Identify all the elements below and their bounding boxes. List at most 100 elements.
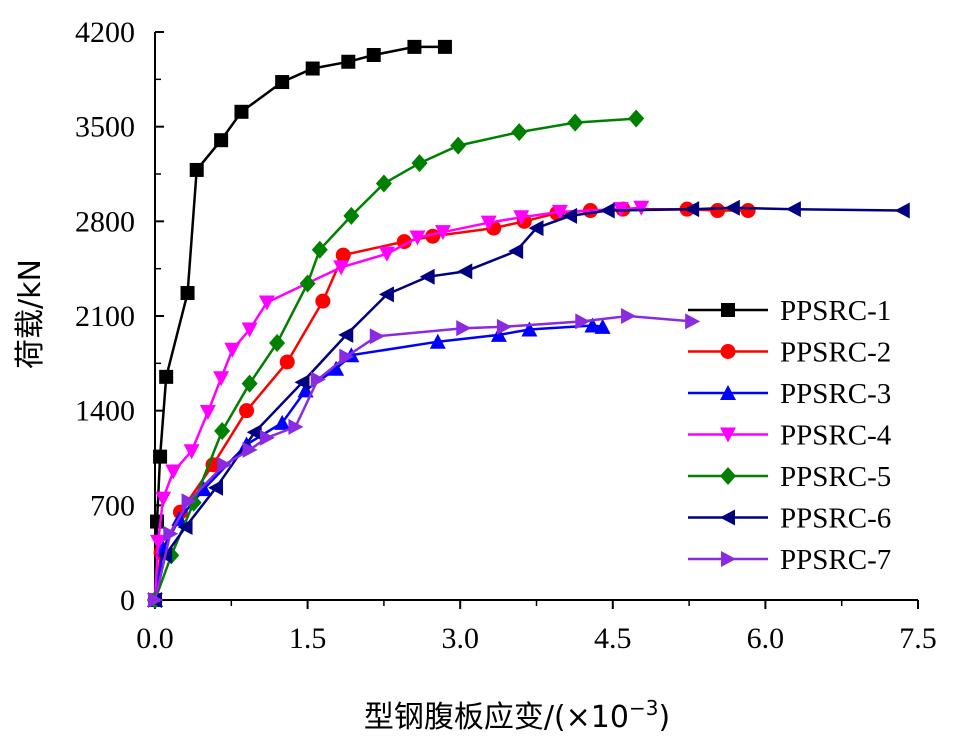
series-layer: [147, 39, 910, 609]
data-point: [628, 109, 645, 128]
data-point: [315, 293, 331, 309]
data-point: [633, 200, 650, 216]
y-tick-label: 0: [120, 584, 135, 617]
data-point: [214, 133, 229, 148]
data-point: [259, 429, 275, 446]
legend-item: PPSRC-4: [688, 420, 892, 452]
x-tick-label: 1.5: [289, 622, 327, 655]
legend-marker: [720, 467, 736, 485]
legend-label: PPSRC-2: [780, 337, 891, 369]
data-point: [575, 313, 591, 330]
data-point: [335, 247, 351, 263]
data-point: [341, 54, 356, 69]
data-point: [183, 444, 200, 460]
data-point: [208, 479, 224, 496]
data-point: [457, 263, 473, 280]
data-point: [724, 199, 740, 216]
data-point: [684, 201, 700, 218]
data-point: [234, 104, 249, 119]
data-point: [599, 202, 615, 219]
series-line: [153, 206, 642, 601]
data-point: [297, 382, 314, 398]
data-point: [163, 525, 179, 542]
data-point: [328, 360, 345, 376]
data-point: [150, 534, 167, 550]
data-point: [299, 274, 316, 293]
data-point: [159, 369, 174, 384]
data-point: [419, 268, 435, 285]
y-tick-label: 700: [90, 489, 135, 522]
legend-marker: [720, 385, 736, 400]
data-point: [311, 240, 328, 259]
legend-label: PPSRC-1: [780, 295, 891, 327]
series-ppsrc-4: [147, 200, 650, 608]
data-point: [275, 75, 290, 90]
data-point: [214, 421, 231, 440]
legend-label: PPSRC-7: [780, 544, 891, 576]
data-point: [710, 203, 726, 219]
data-point: [378, 286, 394, 303]
legend-label: PPSRC-6: [780, 503, 891, 535]
data-point: [195, 481, 212, 497]
legend: PPSRC-1 PPSRC-2 PPSRC-3 PPSRC-4 PPSRC-5 PPSRC…: [688, 295, 892, 576]
data-point: [180, 286, 195, 301]
series-ppsrc-5: [147, 109, 645, 609]
legend-item: PPSRC-7: [688, 544, 891, 576]
data-point: [511, 123, 528, 142]
y-tick-label: 1400: [75, 395, 135, 428]
x-tick-label: 7.5: [899, 622, 937, 655]
series-ppsrc-1: [148, 39, 452, 607]
legend-marker: [721, 551, 736, 567]
x-axis-title-tail: ): [658, 700, 670, 735]
legend-label: PPSRC-4: [780, 420, 892, 452]
data-point: [456, 320, 472, 337]
data-point: [242, 441, 258, 458]
data-point: [338, 326, 354, 343]
data-point: [213, 371, 230, 387]
data-point: [155, 491, 172, 507]
data-point: [333, 260, 350, 276]
data-point: [148, 592, 163, 608]
data-point: [375, 174, 392, 193]
data-point: [269, 334, 286, 353]
data-point: [241, 374, 258, 393]
x-tick-label: 4.5: [594, 622, 632, 655]
data-point: [434, 225, 451, 241]
data-point: [189, 162, 204, 177]
legend-item: PPSRC-2: [688, 337, 891, 369]
data-point: [407, 39, 422, 54]
data-point: [310, 371, 326, 388]
data-point: [621, 308, 637, 324]
series-line: [153, 117, 637, 601]
data-point: [153, 449, 168, 464]
data-point: [508, 243, 524, 260]
x-tick-label: 6.0: [747, 622, 785, 655]
legend-label: PPSRC-5: [780, 461, 891, 493]
y-tick-label: 3500: [75, 111, 135, 144]
data-point: [521, 321, 538, 337]
x-axis-title: 型钢腹板应变/(×10−3): [364, 696, 670, 735]
legend-item: PPSRC-6: [688, 503, 891, 535]
data-point: [513, 210, 530, 226]
data-point: [294, 374, 310, 391]
data-point: [437, 39, 452, 54]
data-point: [450, 136, 467, 155]
y-tick-label: 2100: [75, 300, 135, 333]
data-point: [165, 464, 182, 480]
data-point: [181, 493, 197, 510]
data-point: [894, 202, 910, 219]
data-point: [409, 230, 426, 246]
data-point: [685, 313, 701, 330]
data-point: [496, 318, 512, 335]
legend-marker: [721, 303, 735, 317]
legend-marker: [720, 427, 736, 443]
data-point: [246, 424, 262, 441]
data-point: [241, 322, 258, 338]
data-point: [177, 518, 193, 535]
data-point: [562, 207, 578, 224]
data-point: [288, 418, 304, 435]
data-point: [366, 47, 381, 62]
series-line: [153, 314, 693, 601]
legend-marker: [720, 509, 735, 526]
